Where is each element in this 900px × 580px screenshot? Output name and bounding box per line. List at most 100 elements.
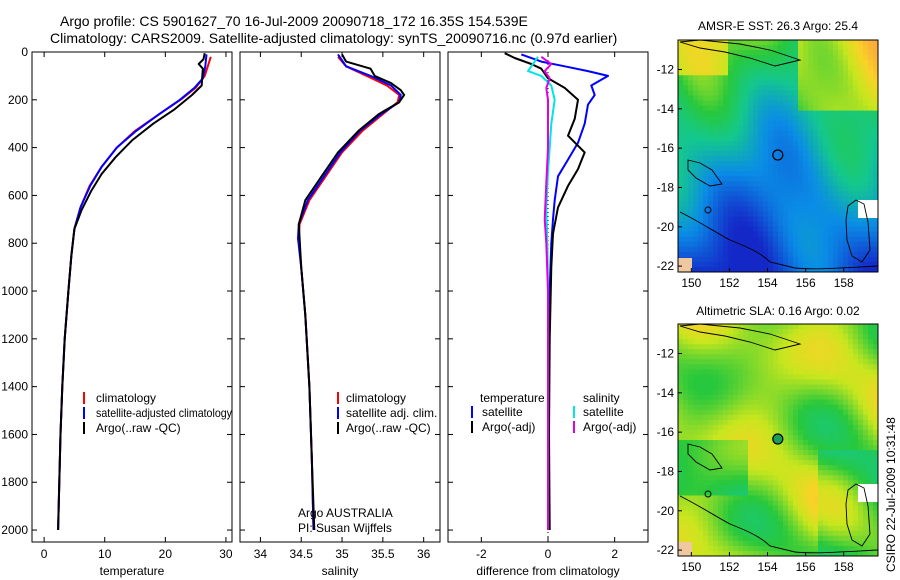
map-cell — [798, 409, 804, 416]
map-cell — [873, 414, 878, 421]
map-cell — [863, 465, 869, 471]
map-cell — [728, 266, 734, 272]
map-cell — [718, 90, 724, 97]
map-cell — [868, 349, 874, 355]
map-cell — [858, 186, 864, 192]
map-cell — [848, 475, 854, 481]
map-cell — [723, 85, 729, 92]
map-cell — [758, 500, 764, 507]
map-cell — [843, 329, 849, 335]
map-cell — [783, 191, 789, 197]
map-cell — [813, 256, 819, 263]
map-cell — [768, 394, 774, 401]
map-cell — [683, 399, 689, 406]
map-cell — [688, 354, 694, 360]
map-cell — [773, 55, 779, 61]
map-cell — [848, 339, 854, 345]
temperature-xlabel: temperature — [100, 564, 165, 578]
map-cell — [788, 480, 794, 486]
map-cell — [793, 389, 799, 396]
map-cell — [793, 90, 799, 97]
map-cell — [813, 525, 819, 532]
map-cell — [758, 105, 764, 112]
map-cell — [698, 110, 704, 117]
map-cell — [848, 460, 854, 466]
map-cell — [863, 90, 869, 97]
map-cell — [748, 495, 754, 502]
map-cell — [713, 70, 719, 76]
map-cell — [738, 231, 744, 238]
map-cell — [723, 211, 729, 218]
map-cell — [738, 226, 744, 233]
map-cell — [753, 369, 759, 376]
map-cell — [813, 231, 819, 238]
map-cell — [858, 344, 864, 350]
map-cell — [828, 120, 834, 127]
map-cell — [773, 374, 779, 381]
map-cell — [773, 419, 779, 426]
map-cell — [743, 100, 749, 107]
map-cell — [753, 261, 759, 268]
map-cell — [773, 394, 779, 401]
map-cell — [813, 450, 819, 456]
map-cell — [773, 261, 779, 268]
map-cell — [843, 475, 849, 481]
map-cell — [743, 329, 749, 335]
map-cell — [718, 535, 724, 542]
map-cell — [718, 495, 724, 502]
map-cell — [718, 201, 724, 208]
map-cell — [838, 540, 844, 547]
map-cell — [808, 206, 814, 213]
map-cell — [768, 485, 774, 492]
map-cell — [833, 266, 839, 272]
map-cell — [768, 216, 774, 223]
map-cell — [798, 65, 804, 71]
map-cell — [828, 231, 834, 238]
map-cell — [698, 251, 704, 258]
map-cell — [823, 394, 829, 401]
map-cell — [858, 40, 864, 46]
map-cell — [748, 374, 754, 381]
map-cell — [733, 196, 739, 202]
map-cell — [828, 216, 834, 223]
map-cell — [828, 445, 834, 451]
map-cell — [858, 465, 864, 471]
map-cell — [723, 399, 729, 406]
map-cell — [858, 525, 864, 532]
map-cell — [773, 70, 779, 76]
map-cell — [698, 419, 704, 426]
map-cell — [853, 211, 859, 218]
map-cell — [763, 251, 769, 258]
map-cell — [833, 409, 839, 416]
map-cell — [708, 455, 714, 461]
map-cell — [783, 545, 789, 552]
map-cell — [793, 105, 799, 112]
map-cell — [703, 50, 709, 56]
map-cell — [818, 125, 824, 132]
map-cell — [838, 490, 844, 497]
map-cell — [718, 434, 724, 441]
map-cell — [713, 221, 719, 228]
map-cell — [803, 339, 809, 345]
map-cell — [823, 525, 829, 532]
map-cell — [818, 475, 824, 481]
map-cell — [808, 434, 814, 441]
map-cell — [743, 55, 749, 61]
map-cell — [693, 470, 699, 476]
map-cell — [743, 339, 749, 345]
map-cell — [693, 50, 699, 56]
map-cell — [783, 75, 789, 81]
map-cell — [813, 191, 819, 197]
map-cell — [773, 384, 779, 391]
map-cell — [703, 70, 709, 76]
map-cell — [728, 85, 734, 92]
map-cell — [763, 364, 769, 370]
map-cell — [733, 80, 739, 86]
map-cell — [843, 490, 849, 497]
map-cell — [868, 95, 874, 102]
map-cell — [828, 329, 834, 335]
map-cell — [798, 480, 804, 486]
map-cell — [748, 540, 754, 547]
sst-map-axes-box — [677, 39, 879, 273]
map-cell — [703, 354, 709, 360]
